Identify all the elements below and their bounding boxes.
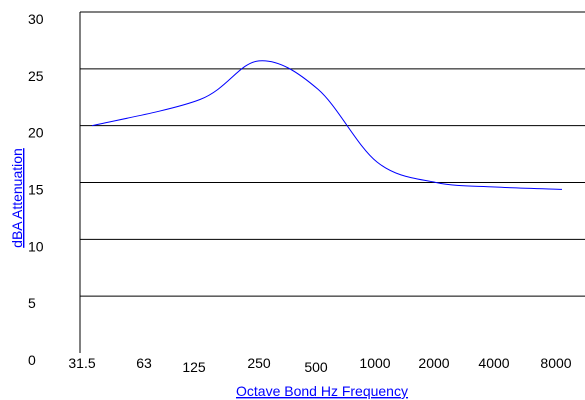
y-tick-label: 20 xyxy=(28,125,44,141)
y-tick-label: 15 xyxy=(28,182,44,198)
y-tick-label: 10 xyxy=(28,238,44,254)
x-tick-label: 63 xyxy=(136,355,152,371)
y-tick-label: 30 xyxy=(28,11,44,27)
x-tick-label: 125 xyxy=(182,359,206,375)
y-tick-label: 25 xyxy=(28,68,44,84)
x-axis-label: Octave Bond Hz Frequency xyxy=(236,383,408,399)
x-tick-label: 250 xyxy=(247,355,271,371)
y-axis-label: dBA Attenuation xyxy=(9,148,25,248)
series-line xyxy=(91,60,563,190)
x-tick-label: 500 xyxy=(304,359,328,375)
x-tick-label: 4000 xyxy=(478,355,509,371)
x-tick-label: 2000 xyxy=(418,355,449,371)
x-tick-label: 8000 xyxy=(540,355,571,371)
y-tick-labels: 30 25 20 15 10 5 0 xyxy=(28,11,44,368)
y-tick-label: 0 xyxy=(28,352,36,368)
x-tick-label: 1000 xyxy=(359,355,390,371)
x-tick-label: 31.5 xyxy=(68,355,95,371)
x-tick-labels: 31.5 63 125 250 500 1000 2000 4000 8000 xyxy=(68,355,571,375)
y-tick-label: 5 xyxy=(28,295,36,311)
gridlines xyxy=(80,11,585,297)
